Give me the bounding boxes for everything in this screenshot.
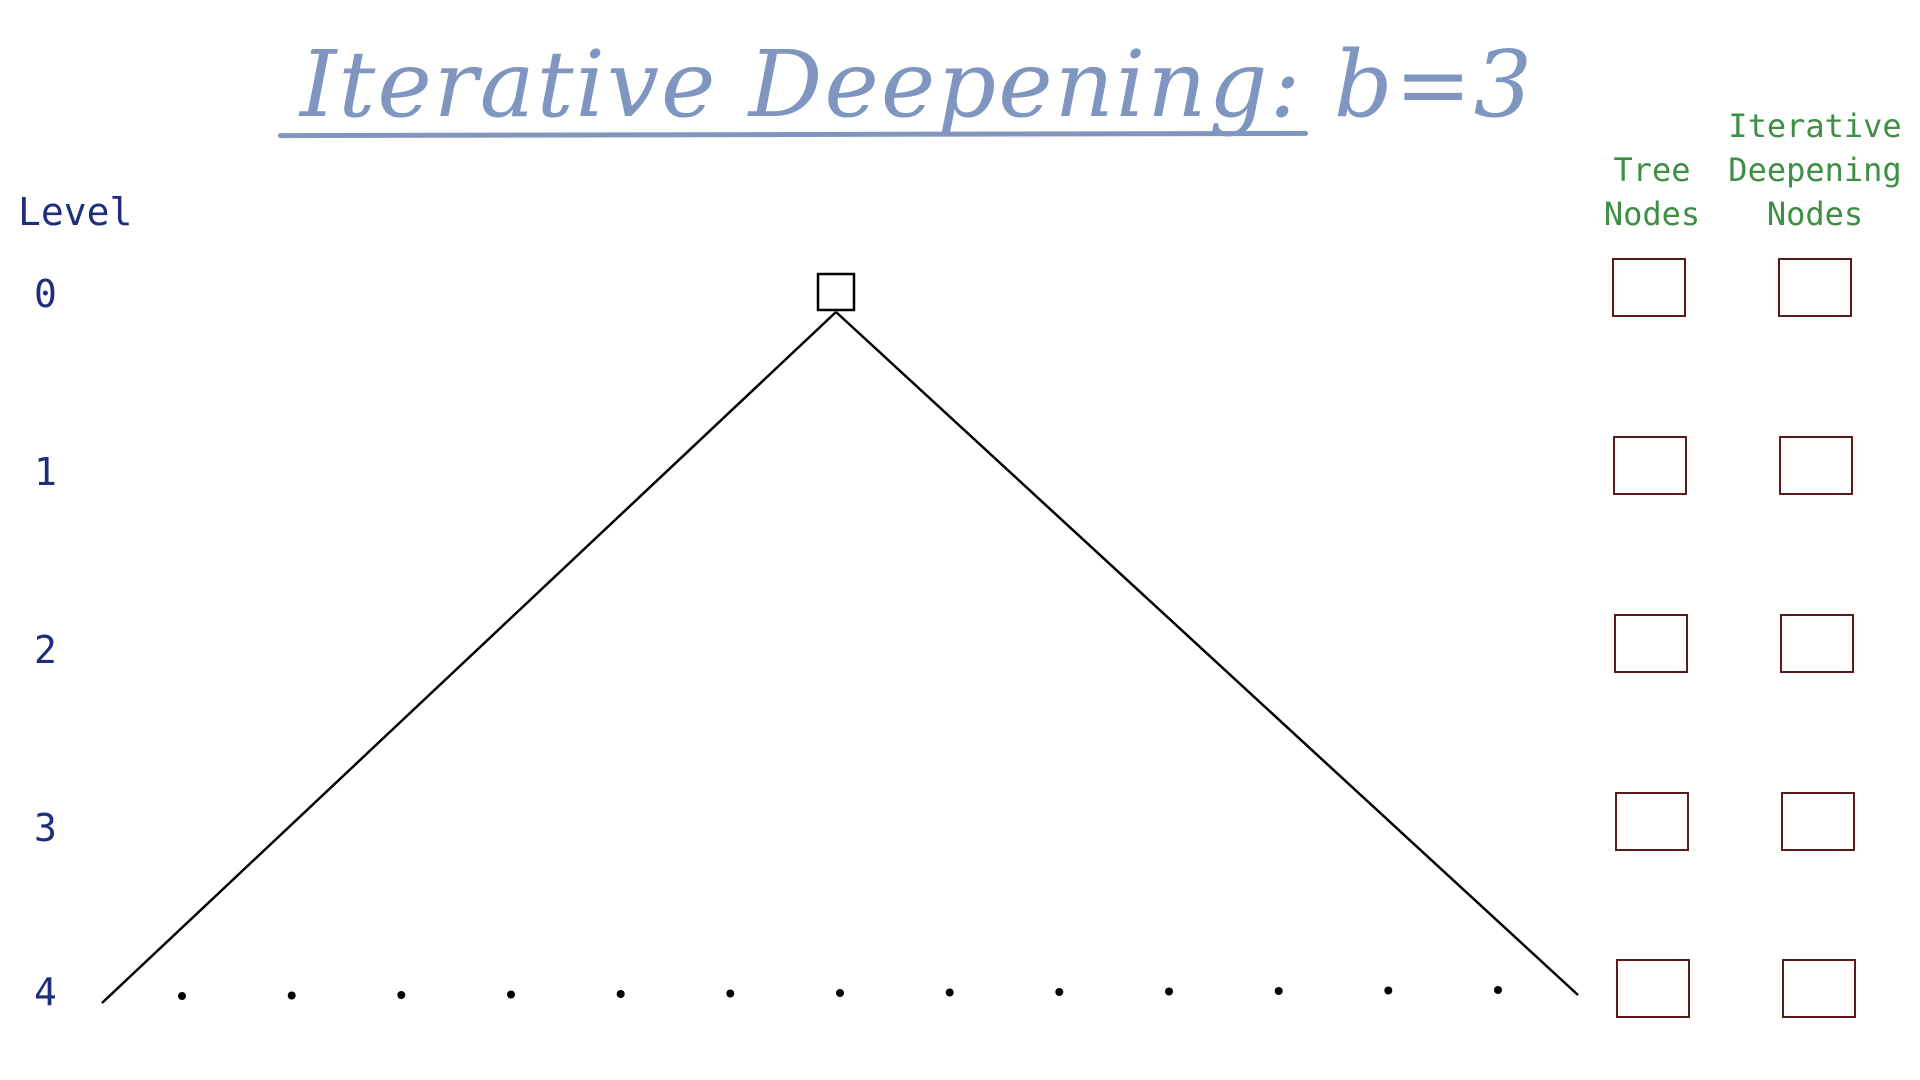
- level-label-4: 4: [34, 970, 57, 1014]
- leaf-dot: [287, 991, 296, 1000]
- id-nodes-box-level-4[interactable]: [1782, 959, 1856, 1018]
- id-nodes-box-level-3[interactable]: [1781, 792, 1855, 851]
- tree-left-edge: [101, 311, 837, 1004]
- tree-nodes-header-line-1: Tree: [1613, 151, 1691, 189]
- id-nodes-box-level-1[interactable]: [1779, 436, 1853, 495]
- leaf-dot: [1055, 988, 1064, 996]
- level-label-2: 2: [34, 628, 57, 672]
- tree-nodes-box-level-2[interactable]: [1614, 614, 1688, 673]
- id-nodes-header: Iterative Deepening Nodes: [1720, 104, 1910, 236]
- tree-nodes-header: Tree Nodes: [1592, 148, 1712, 236]
- leaf-dot: [507, 990, 515, 999]
- tree-nodes-header-line-2: Nodes: [1603, 195, 1701, 233]
- leaf-dot: [397, 991, 406, 999]
- leaf-dot: [1274, 987, 1283, 995]
- level-label-0: 0: [34, 272, 57, 316]
- level-label-3: 3: [34, 806, 57, 850]
- tree-nodes-box-level-4[interactable]: [1616, 959, 1690, 1018]
- leaf-dot: [1384, 986, 1393, 995]
- level-label-1: 1: [34, 450, 57, 494]
- tree-nodes-box-level-3[interactable]: [1615, 792, 1689, 851]
- level-header: Level: [18, 190, 133, 234]
- id-nodes-box-level-0[interactable]: [1778, 258, 1852, 317]
- leaf-dot: [836, 989, 844, 997]
- leaf-dot: [945, 988, 954, 997]
- id-nodes-header-line-3: Nodes: [1766, 195, 1864, 233]
- leaf-dot: [1165, 987, 1173, 996]
- tree-nodes-box-level-0[interactable]: [1612, 258, 1686, 317]
- leaf-dot: [1494, 986, 1502, 994]
- id-nodes-box-level-2[interactable]: [1780, 614, 1854, 673]
- leaf-dot: [616, 990, 625, 998]
- id-nodes-header-line-1: Iterative: [1728, 107, 1902, 145]
- leaf-dot: [178, 992, 186, 1000]
- leaf-dots: [178, 986, 1502, 1000]
- tree-right-edge: [835, 311, 1579, 996]
- id-nodes-header-line-2: Deepening: [1728, 151, 1902, 189]
- leaf-dot: [726, 989, 735, 998]
- root-node: [816, 272, 856, 312]
- tree-nodes-box-level-1[interactable]: [1613, 436, 1687, 495]
